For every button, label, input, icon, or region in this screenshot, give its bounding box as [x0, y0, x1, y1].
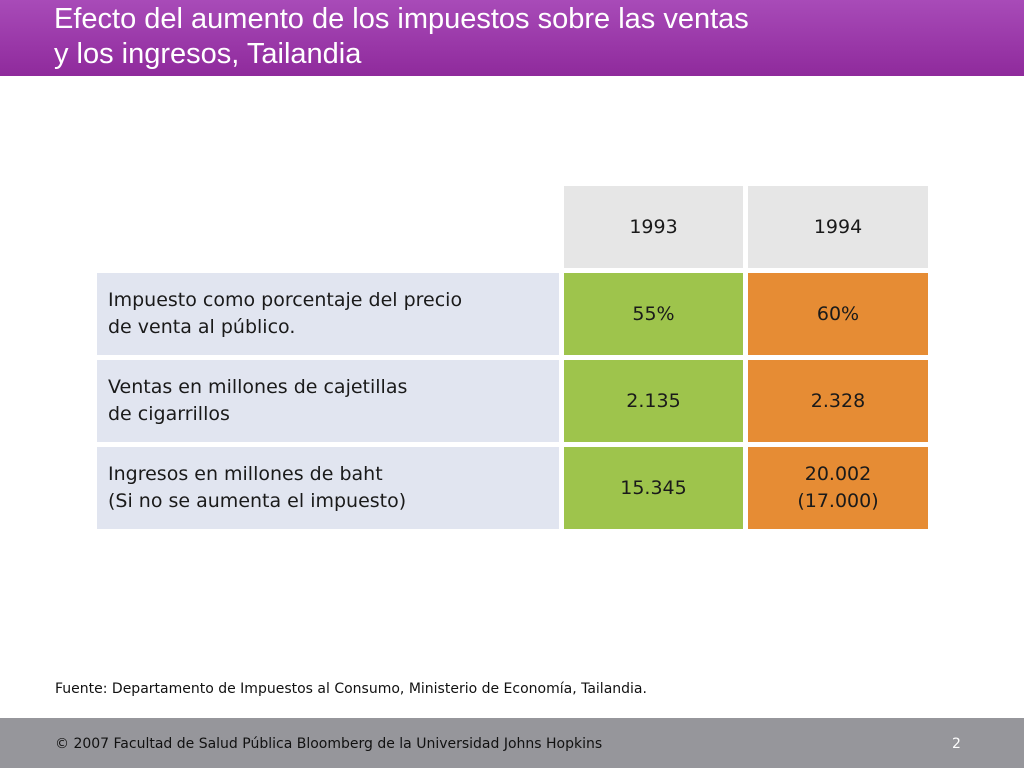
source-note: Fuente: Departamento de Impuestos al Con… — [55, 681, 647, 697]
slide-title: Efecto del aumento de los impuestos sobr… — [54, 2, 984, 72]
row-label-line: Ingresos en millones de baht — [108, 463, 383, 485]
cell-1993-tax-percent: 55% — [564, 273, 743, 355]
value-text: 60% — [816, 302, 860, 325]
cell-1993-revenue: 15.345 — [564, 447, 743, 529]
slide-title-line-1: Efecto del aumento de los impuestos sobr… — [54, 3, 749, 35]
title-bar: Efecto del aumento de los impuestos sobr… — [0, 0, 1024, 76]
footer-bar — [0, 718, 1024, 768]
copyright-text: © 2007 Facultad de Salud Pública Bloombe… — [55, 736, 603, 752]
header-1994-label: 1994 — [813, 215, 863, 238]
row-label-tax-percent: Impuesto como porcentaje del precio de v… — [97, 273, 559, 355]
header-1993: 1993 — [564, 186, 743, 268]
row-label-sales: Ventas en millones de cajetillas de ciga… — [97, 360, 559, 442]
value-text: 15.345 — [620, 476, 687, 499]
cell-1994-tax-percent: 60% — [748, 273, 928, 355]
row-label-revenue: Ingresos en millones de baht (Si no se a… — [97, 447, 559, 529]
cell-1994-revenue: 20.002 (17.000) — [748, 447, 928, 529]
slide-title-line-2: y los ingresos, Tailandia — [54, 38, 362, 70]
row-label-line: de cigarrillos — [108, 403, 230, 425]
row-label-line: Ventas en millones de cajetillas — [108, 376, 408, 398]
page-number: 2 — [952, 736, 961, 752]
row-label-line: (Si no se aumenta el impuesto) — [108, 490, 407, 512]
value-text-secondary: (17.000) — [797, 490, 879, 512]
cell-1993-sales: 2.135 — [564, 360, 743, 442]
value-text: 55% — [632, 302, 675, 325]
header-1994: 1994 — [748, 186, 928, 268]
cell-1994-sales: 2.328 — [748, 360, 928, 442]
header-1993-label: 1993 — [629, 215, 678, 238]
value-text: 20.002 — [804, 463, 872, 485]
row-label-line: de venta al público. — [108, 316, 296, 338]
row-label-line: Impuesto como porcentaje del precio — [108, 289, 463, 311]
value-text: 2.328 — [810, 389, 866, 412]
value-text: 2.135 — [626, 389, 681, 412]
